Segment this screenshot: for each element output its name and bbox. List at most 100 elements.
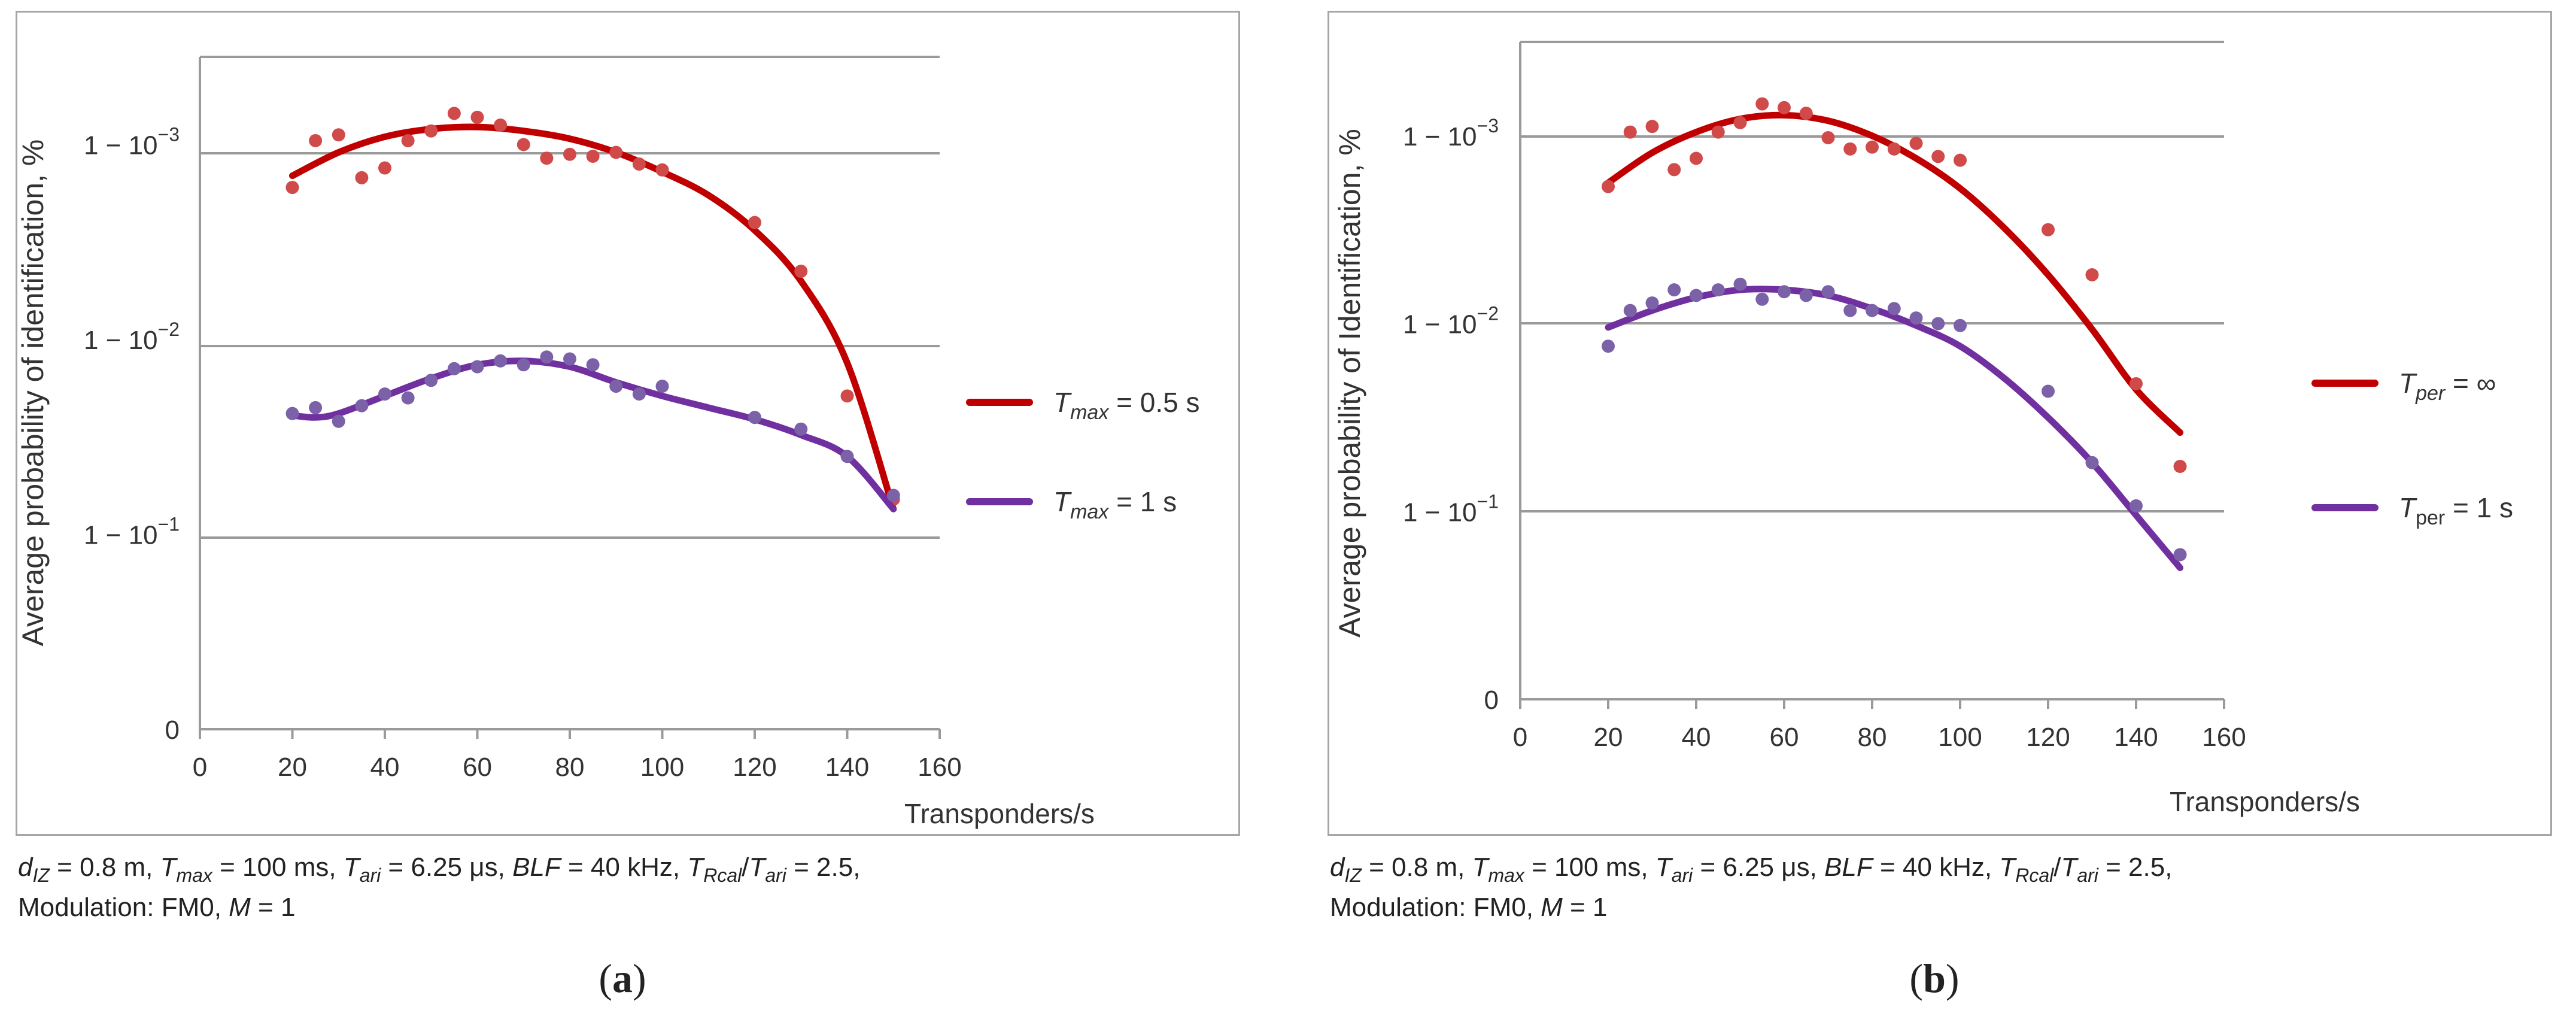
legend-label: Tmax = 1 s	[1053, 486, 1177, 523]
series-2-point	[285, 407, 299, 420]
caption-segment: Rcal	[703, 864, 742, 886]
series-2-point	[1799, 289, 1813, 302]
series-1-point	[794, 265, 808, 278]
series-1-point	[378, 161, 391, 175]
chart-panel-b: 0 20 40 60 80 100 120 140 160 1 − 10−3 1 − 10−2 1 −…	[1312, 0, 2557, 1019]
x-tick-label: 120	[2026, 723, 2070, 752]
x-tick-label: 60	[463, 753, 492, 782]
x-tick-label: 100	[1938, 723, 1982, 752]
caption-line-2: Modulation: FM0, M = 1	[18, 891, 1239, 924]
series-1-point	[355, 171, 369, 184]
y-tick-label: 1 − 10−2	[1403, 303, 1499, 339]
x-axis-label: Transponders/s	[2170, 786, 2360, 817]
x-tick-label: 0	[193, 753, 207, 782]
series-1-point	[1866, 140, 1879, 154]
x-tick-label: 20	[1594, 723, 1623, 752]
x-tick-label: 40	[1682, 723, 1711, 752]
caption-segment: BLF	[1824, 853, 1873, 882]
panel-label: (a)	[599, 956, 646, 1001]
series-2-point	[886, 489, 900, 502]
series-2-point	[632, 387, 646, 401]
y-tick-label: 1 − 10−3	[84, 123, 180, 160]
series-1-point	[470, 110, 484, 124]
series-1-point	[1667, 163, 1681, 177]
series-2-point	[1602, 339, 1615, 353]
series-2-point	[840, 450, 854, 463]
series-2-point	[2130, 499, 2143, 512]
series-1-trend-line	[289, 123, 897, 512]
series-1-point	[1645, 120, 1659, 134]
y-tick-label: 1 − 10−1	[1403, 490, 1499, 527]
caption-segment: ari	[765, 864, 786, 886]
caption-segment: = 2.5,	[2098, 853, 2173, 882]
series-1-point	[1623, 125, 1637, 139]
caption-segment: IZ	[1344, 864, 1362, 886]
series-1-point	[1711, 125, 1725, 139]
series-1-point	[655, 163, 669, 177]
caption-segment: = 100 ms,	[212, 853, 344, 882]
series-2-point	[1843, 304, 1857, 317]
y-axis-label: Average probability of Identification, %	[1333, 129, 1366, 638]
chart-caption: dIZ = 0.8 m, Tmax = 100 ms, Tari = 6.25 …	[18, 851, 1239, 924]
series-2-point	[378, 387, 391, 401]
series-1-point	[1931, 150, 1945, 163]
series-1-point	[1690, 151, 1703, 165]
caption-segment: = 1	[1562, 892, 1608, 922]
x-tick-label: 160	[2202, 723, 2246, 752]
series-2-point	[794, 422, 808, 436]
series-1-point	[2085, 268, 2099, 282]
x-tick-label: 140	[2114, 723, 2158, 752]
series-2-point	[1645, 296, 1659, 310]
caption-segment: IZ	[32, 864, 50, 886]
series-2-point	[1954, 319, 1967, 332]
series-1-point	[1954, 153, 1967, 167]
series-2-point	[2085, 456, 2099, 469]
caption-segment: /	[742, 853, 749, 882]
chart-frame	[1328, 11, 2552, 836]
series-1-point	[424, 124, 438, 138]
series-1-point	[2130, 377, 2143, 390]
chart-caption: dIZ = 0.8 m, Tmax = 100 ms, Tari = 6.25 …	[1330, 851, 2551, 924]
x-tick-label: 160	[918, 753, 961, 782]
series-2-point	[1733, 277, 1747, 291]
series-1-point	[840, 389, 854, 403]
series-1-point	[1602, 180, 1615, 193]
series-2-point	[655, 380, 669, 393]
series-1-point	[609, 145, 623, 159]
caption-segment: T	[2061, 853, 2077, 882]
caption-segment: Modulation: FM0,	[18, 892, 229, 922]
caption-segment: = 0.8 m,	[1361, 853, 1472, 882]
series-2-point	[424, 374, 438, 387]
series-2-point	[1866, 304, 1879, 317]
series-2-point	[1623, 304, 1637, 317]
series-1-point	[309, 134, 323, 147]
caption-segment: Rcal	[2015, 864, 2054, 886]
caption-segment: /	[2053, 853, 2061, 882]
series-2-point	[540, 350, 554, 364]
legend-label: Tper = ∞	[2399, 368, 2496, 405]
caption-segment: BLF	[512, 853, 561, 882]
series-2-point	[1667, 283, 1681, 297]
chart-panel-a: 0 20 40 60 80 100 120 140 160 1 − 10−3 1 − 10−2 1 −…	[0, 0, 1245, 1019]
caption-segment: T	[749, 853, 765, 882]
legend-label: Tper = 1 s	[2399, 492, 2513, 529]
legend-label: Tmax = 0.5 s	[1053, 387, 1200, 424]
y-tick-label: 0	[165, 715, 180, 745]
caption-segment: = 6.25 μs,	[1693, 853, 1825, 882]
caption-segment: d	[18, 853, 33, 882]
series-2-point	[517, 358, 530, 372]
series-2-point	[401, 391, 415, 405]
y-tick-label: 1 − 10−1	[84, 513, 180, 550]
caption-segment: = 100 ms,	[1524, 853, 1655, 882]
series-1-point	[1821, 131, 1835, 144]
caption-segment: ari	[2077, 864, 2098, 886]
series-1-point	[632, 157, 646, 171]
series-2-point	[309, 401, 323, 414]
series-1-point	[447, 107, 461, 120]
caption-segment: M	[1541, 892, 1563, 922]
series-1-point	[1733, 116, 1747, 129]
series-1-point	[332, 128, 345, 142]
caption-line-2: Modulation: FM0, M = 1	[1330, 891, 2551, 924]
series-2-point	[332, 414, 345, 428]
series-1-trend-line	[1605, 111, 2183, 436]
